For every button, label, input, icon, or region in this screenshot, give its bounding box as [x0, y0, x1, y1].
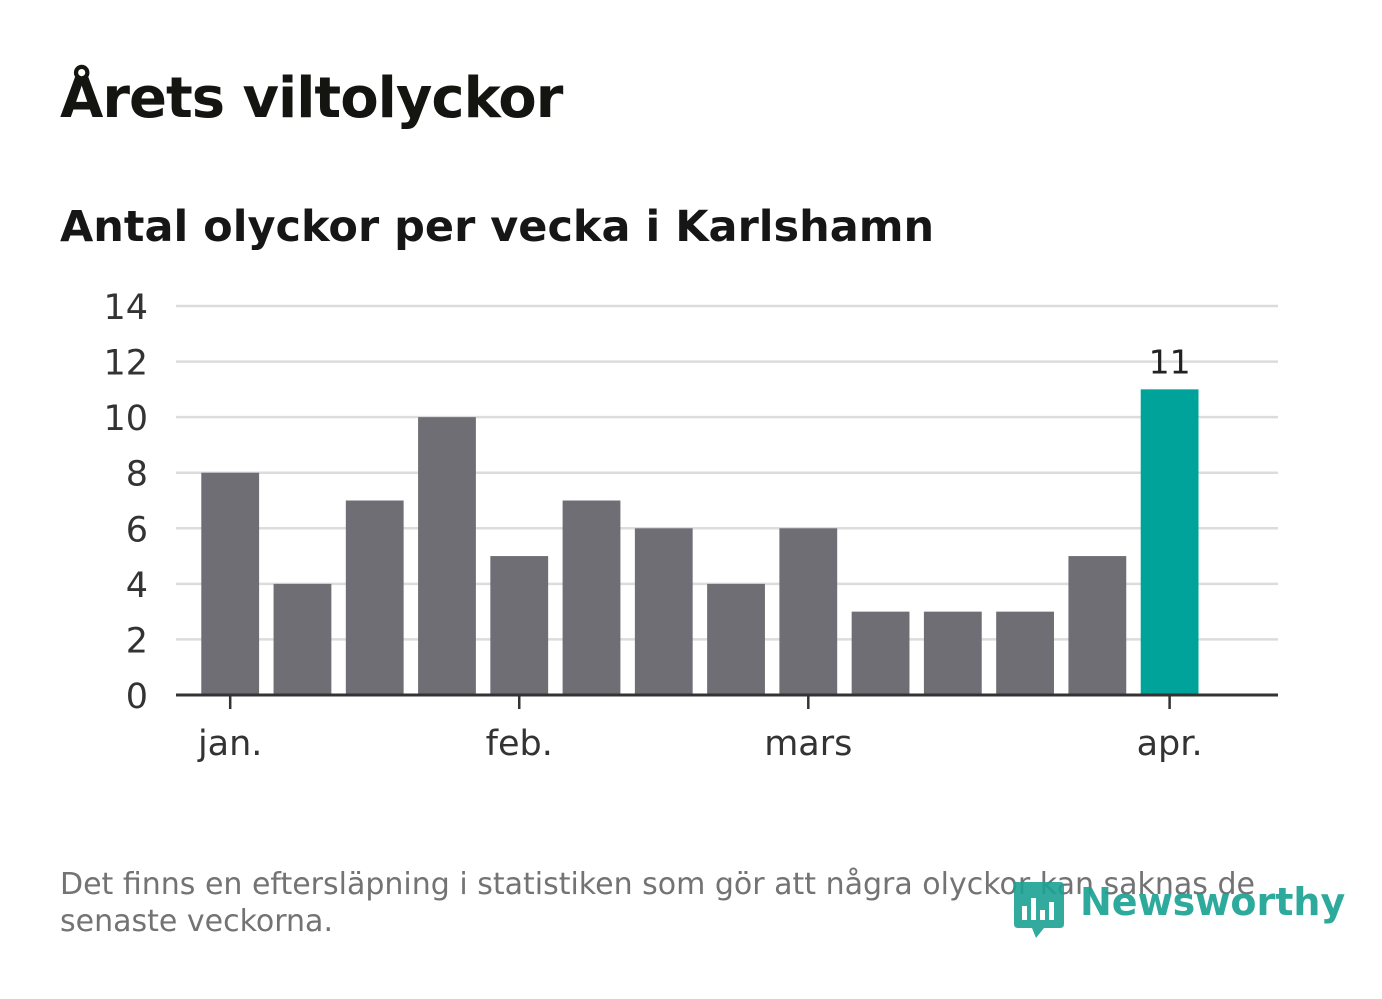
bar — [490, 556, 549, 695]
x-tick-label: jan. — [197, 724, 262, 764]
y-tick-label: 10 — [103, 399, 148, 439]
chart-subtitle: Antal olyckor per vecka i Karlshamn — [60, 202, 935, 252]
y-tick-label: 6 — [126, 510, 148, 550]
newsworthy-logo: Newsworthy — [1010, 876, 1345, 946]
x-tick-label: apr. — [1137, 724, 1203, 764]
bar — [345, 500, 404, 695]
x-tick-label: feb. — [486, 724, 553, 764]
bar — [851, 611, 910, 695]
logo-text: Newsworthy — [1080, 880, 1346, 924]
newsworthy-chart-icon — [1014, 882, 1064, 938]
data-labels: 11 — [1149, 342, 1191, 381]
y-tick-label: 12 — [103, 344, 148, 384]
y-tick-label: 2 — [126, 621, 148, 661]
bar — [418, 417, 476, 695]
bar — [707, 583, 765, 695]
x-axis: jan. feb. mars apr. — [176, 693, 1278, 764]
y-tick-label: 4 — [126, 566, 148, 606]
y-tick-label: 8 — [126, 455, 148, 495]
y-axis-ticks: 0 2 4 6 8 10 12 14 — [103, 288, 148, 717]
bar — [273, 583, 332, 695]
bar — [562, 500, 621, 695]
data-label: 11 — [1149, 342, 1191, 381]
y-tick-label: 0 — [126, 677, 148, 717]
y-tick-label: 14 — [103, 288, 148, 328]
bar — [634, 528, 693, 695]
bar-chart: 0 2 4 6 8 10 12 14 11 jan. feb. mars apr. — [103, 288, 1278, 764]
bars — [201, 389, 1199, 695]
bar — [1068, 556, 1127, 695]
chart-title: Årets viltolyckor — [60, 66, 563, 131]
bar — [923, 611, 982, 695]
bar — [201, 472, 260, 695]
bar — [779, 528, 838, 695]
x-tick-label: mars — [764, 724, 852, 764]
bar — [996, 611, 1054, 695]
bar — [1140, 389, 1199, 695]
